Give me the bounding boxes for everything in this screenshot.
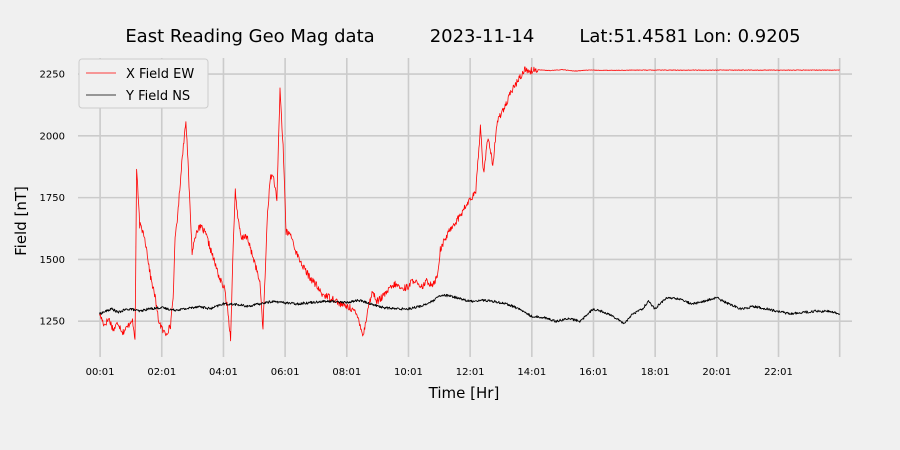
x-tick-label: 04:01 bbox=[209, 367, 238, 378]
x-tick-label: 12:01 bbox=[456, 367, 485, 378]
series-line-y-field bbox=[99, 293, 841, 325]
title-main: East Reading Geo Mag data bbox=[125, 26, 374, 47]
legend: X Field EW Y Field NS bbox=[78, 58, 209, 109]
legend-box bbox=[78, 58, 209, 109]
x-tick-label: 14:01 bbox=[517, 367, 546, 378]
legend-label-x-field: X Field EW bbox=[126, 67, 194, 82]
x-tick-label: 08:01 bbox=[332, 367, 361, 378]
x-axis-label: Time [Hr] bbox=[428, 384, 500, 402]
title-location: Lat:51.4581 Lon: 0.9205 bbox=[579, 26, 800, 47]
legend-label-y-field: Y Field NS bbox=[125, 89, 190, 104]
series-line-x-field bbox=[99, 66, 840, 342]
x-tick-label: 18:01 bbox=[641, 367, 670, 378]
x-tick-label: 00:01 bbox=[86, 367, 115, 378]
x-tick-label: 20:01 bbox=[702, 367, 731, 378]
x-tick-label: 10:01 bbox=[394, 367, 423, 378]
x-tick-label: 22:01 bbox=[764, 367, 793, 378]
x-tick-label: 02:01 bbox=[147, 367, 176, 378]
y-tick-label: 2250 bbox=[40, 70, 65, 81]
x-tick-label: 06:01 bbox=[271, 367, 300, 378]
y-tick-labels: 1250 1500 1750 2000 2250 bbox=[40, 70, 65, 328]
x-tick-label: 16:01 bbox=[579, 367, 608, 378]
chart-title: East Reading Geo Mag data 2023-11-14 Lat… bbox=[125, 26, 800, 47]
y-tick-label: 2000 bbox=[40, 131, 65, 142]
x-tick-labels: 00:01 02:01 04:01 06:01 08:01 10:01 12:01 14:01… bbox=[86, 367, 793, 378]
y-tick-label: 1500 bbox=[40, 255, 65, 266]
y-tick-label: 1250 bbox=[40, 317, 65, 328]
series-group bbox=[99, 66, 841, 342]
y-axis-label: Field [nT] bbox=[12, 186, 30, 256]
title-date: 2023-11-14 bbox=[430, 26, 535, 47]
y-tick-label: 1750 bbox=[40, 193, 65, 204]
